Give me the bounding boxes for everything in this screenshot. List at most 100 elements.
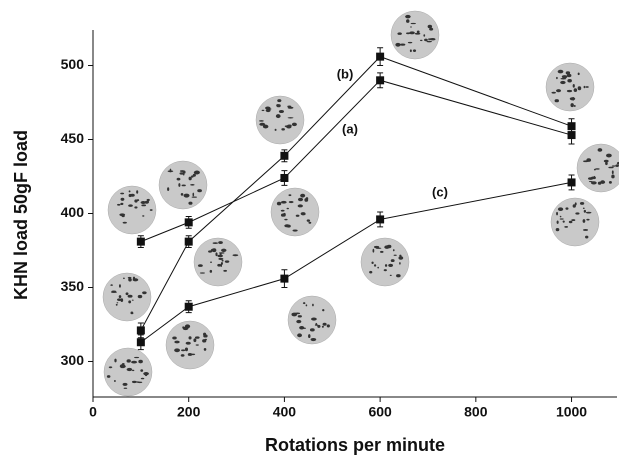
- micro-speck: [571, 219, 576, 222]
- micro-speck: [582, 219, 586, 223]
- x-tick-label: 0: [89, 404, 97, 420]
- data-point: [280, 274, 289, 283]
- micro-speck: [302, 302, 306, 305]
- data-point: [136, 237, 145, 246]
- micro-speck: [280, 213, 285, 217]
- micro-speck: [393, 254, 397, 256]
- micro-disc: [550, 197, 600, 247]
- micro-speck: [221, 259, 224, 262]
- micro-speck: [586, 218, 590, 221]
- micro-speck: [208, 250, 213, 253]
- micro-speck: [296, 319, 302, 324]
- micro-speck: [383, 269, 387, 272]
- micro-speck: [369, 270, 373, 274]
- data-point: [280, 173, 289, 182]
- micro-speck: [611, 165, 616, 167]
- micro-speck: [187, 352, 193, 356]
- micro-speck: [276, 104, 281, 108]
- micro-speck: [188, 176, 192, 181]
- micro-speck: [565, 207, 569, 210]
- micro-speck: [409, 49, 412, 53]
- micro-speck: [608, 181, 612, 184]
- micro-speck: [565, 71, 571, 75]
- micro-speck: [140, 201, 146, 204]
- micro-speck: [559, 218, 564, 220]
- micro-speck: [131, 380, 137, 384]
- micro-speck: [572, 204, 576, 208]
- micro-speck: [573, 88, 578, 93]
- y-tick-label: 450: [61, 130, 85, 146]
- micro-speck: [605, 161, 608, 166]
- micro-speck: [288, 194, 292, 197]
- micro-speck: [142, 291, 147, 295]
- micro-speck: [585, 86, 589, 88]
- micro-speck: [371, 261, 374, 265]
- micro-speck: [373, 245, 380, 249]
- micro-speck: [297, 315, 302, 318]
- micro-speck: [561, 75, 568, 79]
- micro-speck: [108, 366, 113, 369]
- micro-speck: [595, 168, 600, 170]
- micro-speck: [427, 24, 433, 29]
- micro-speck: [608, 166, 614, 169]
- x-tick-label: 400: [273, 404, 297, 420]
- micro-speck: [322, 308, 325, 312]
- micro-speck: [114, 358, 117, 363]
- micro-speck: [174, 348, 180, 353]
- micro-speck: [564, 225, 569, 228]
- micro-speck: [409, 31, 415, 35]
- data-point: [376, 76, 385, 85]
- micro-speck: [291, 312, 298, 317]
- micro-speck: [556, 76, 558, 80]
- micro-speck: [106, 375, 111, 378]
- y-axis-title: KHN load 50gF load: [11, 130, 31, 300]
- micro-speck: [583, 85, 586, 89]
- micro-speck: [138, 359, 143, 364]
- micro-speck: [174, 340, 180, 344]
- micro-speck: [573, 105, 576, 107]
- series-label: (b): [337, 66, 354, 81]
- micro-speck: [317, 324, 321, 328]
- micro-disc: [103, 347, 153, 397]
- micro-speck: [142, 215, 145, 217]
- micro-speck: [554, 99, 559, 103]
- micro-speck: [566, 89, 573, 93]
- micro-speck: [131, 369, 135, 372]
- micro-speck: [126, 367, 133, 372]
- micro-speck: [120, 197, 125, 201]
- micro-speck: [137, 294, 143, 299]
- micro-speck: [585, 211, 592, 214]
- micro-speck: [221, 248, 227, 253]
- micro-speck: [128, 204, 133, 207]
- micro-speck: [611, 170, 614, 175]
- micro-speck: [557, 69, 564, 74]
- micro-speck: [303, 213, 306, 216]
- micro-speck: [182, 326, 185, 329]
- micro-speck: [120, 202, 124, 206]
- micro-speck: [123, 387, 128, 389]
- micro-speck: [309, 328, 315, 332]
- micro-speck: [195, 344, 199, 346]
- micro-speck: [267, 108, 272, 110]
- micro-speck: [181, 349, 186, 352]
- micro-speck: [377, 266, 379, 269]
- micro-speck: [280, 200, 287, 204]
- micro-speck: [203, 332, 207, 336]
- micro-speck: [118, 284, 121, 288]
- micro-speck: [555, 227, 560, 232]
- micro-speck: [577, 86, 582, 91]
- micro-speck: [122, 382, 128, 386]
- micro-speck: [116, 302, 119, 304]
- micro-speck: [567, 78, 572, 83]
- micro-speck: [274, 128, 277, 131]
- micro-speck: [286, 207, 290, 210]
- micro-speck: [583, 209, 587, 213]
- micro-speck: [603, 159, 609, 163]
- micro-speck: [400, 43, 406, 46]
- x-tick-label: 800: [464, 404, 488, 420]
- micro-speck: [178, 183, 181, 187]
- data-point: [567, 178, 576, 187]
- micro-speck: [118, 295, 122, 299]
